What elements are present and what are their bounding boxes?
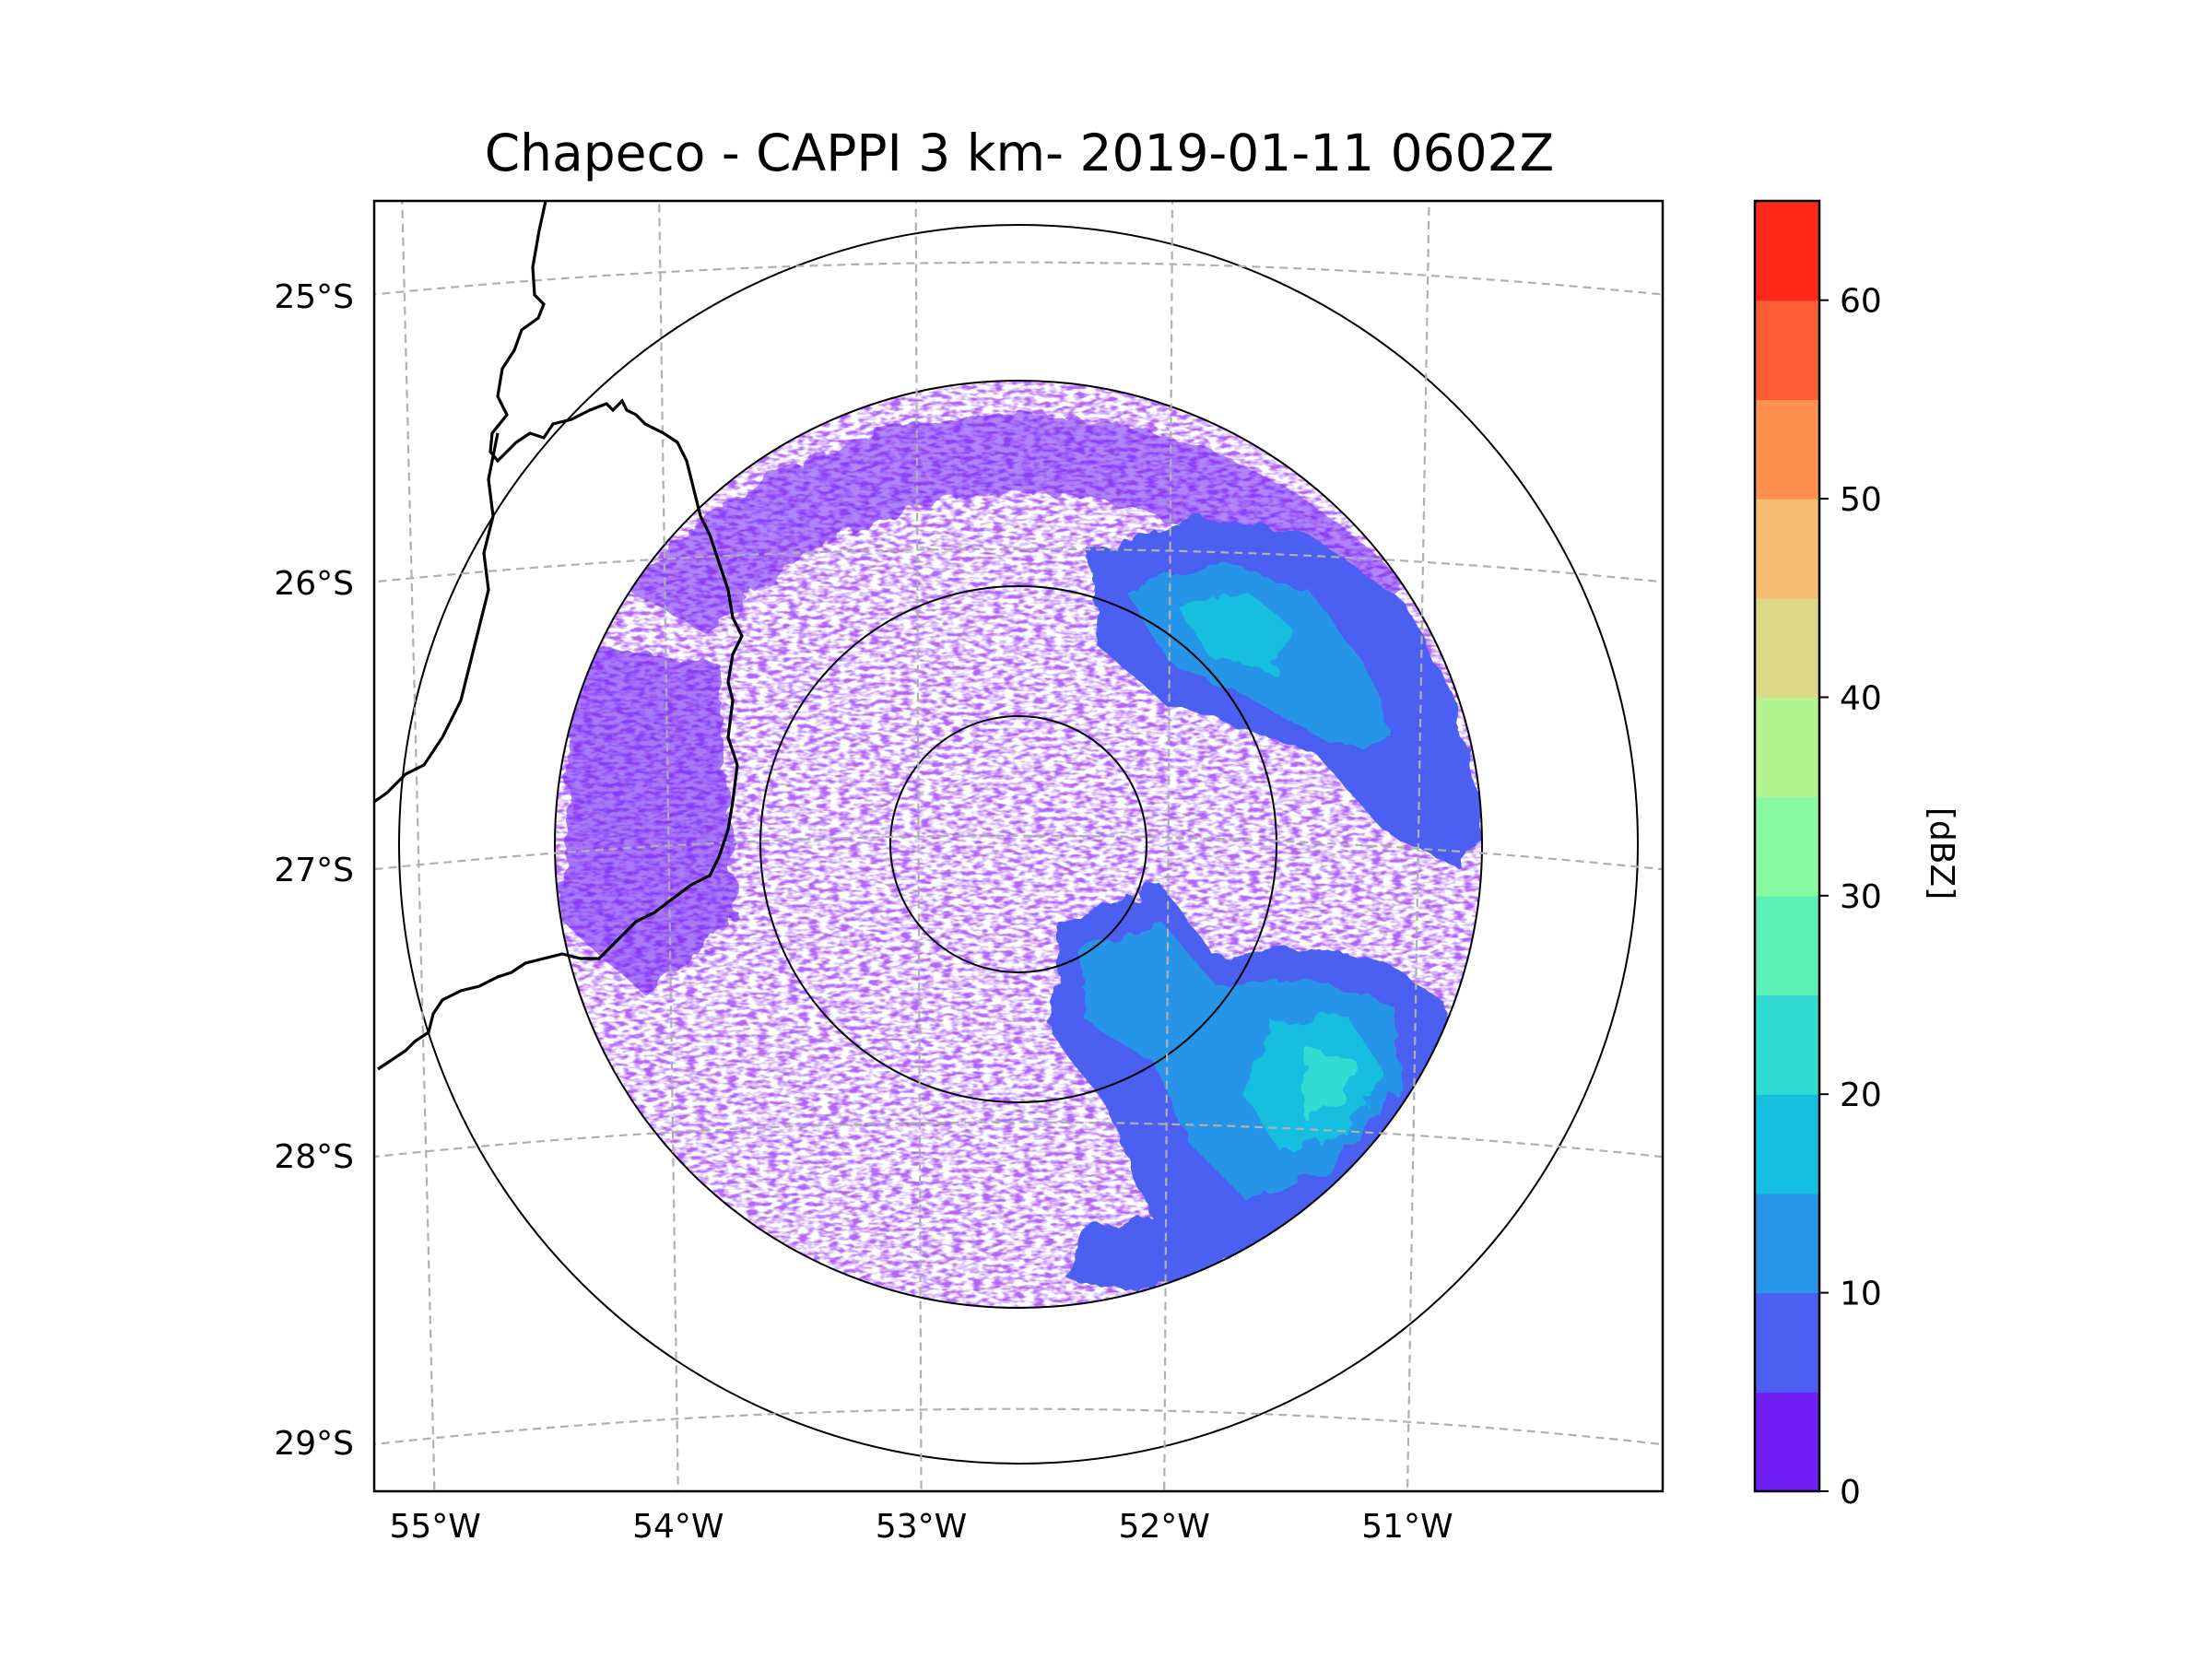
colorbar-tick-label: 0 xyxy=(1840,1474,1861,1512)
longitude-tick-label: 55°W xyxy=(389,1508,480,1546)
colorbar-segment xyxy=(1755,300,1819,400)
colorbar-segment xyxy=(1755,1193,1819,1294)
colorbar-segment xyxy=(1755,994,1819,1095)
north-echo-band xyxy=(627,414,1410,636)
parallel-line xyxy=(374,261,1663,296)
colorbar-segment xyxy=(1755,1392,1819,1492)
latitude-tick-labels: 25°S 26°S 27°S 28°S 29°S xyxy=(274,278,354,1463)
colorbar-tick-label: 30 xyxy=(1840,878,1882,916)
longitude-tick-label: 51°W xyxy=(1361,1508,1453,1546)
meridian-line xyxy=(914,201,923,1491)
longitude-tick-label: 54°W xyxy=(632,1508,724,1546)
colorbar-segment xyxy=(1755,399,1819,500)
chart-title: Chapeco - CAPPI 3 km- 2019-01-11 0602Z xyxy=(484,124,1555,182)
latitude-tick-label: 25°S xyxy=(274,278,354,316)
colorbar-tick-label: 10 xyxy=(1840,1276,1882,1313)
south-echo-band xyxy=(1069,1217,1217,1290)
map-area xyxy=(374,201,1663,1491)
colorbar-tick-label: 60 xyxy=(1840,283,1882,321)
colorbar-segment xyxy=(1755,1292,1819,1393)
colorbar-label: [dBZ] xyxy=(1923,807,1960,900)
range-ring xyxy=(398,224,1639,1465)
colorbar-segment xyxy=(1755,597,1819,699)
colorbar-tick-labels: 0 10 20 30 40 50 60 xyxy=(1819,283,1882,1512)
meridian-line xyxy=(1163,201,1174,1491)
range-ring xyxy=(759,585,1277,1103)
colorbar-segment xyxy=(1755,895,1819,996)
parallel-line xyxy=(374,834,1663,871)
meridian-line xyxy=(658,201,679,1491)
range-rings xyxy=(398,224,1639,1465)
longitude-tick-label: 52°W xyxy=(1118,1508,1209,1546)
latitude-tick-label: 28°S xyxy=(274,1138,354,1176)
country-border xyxy=(374,432,500,804)
parallel-line xyxy=(374,1121,1663,1159)
graticule xyxy=(374,201,1663,1491)
colorbar-segment xyxy=(1755,201,1819,301)
colorbar-segment xyxy=(1755,499,1819,599)
longitude-tick-labels: 55°W 54°W 53°W 52°W 51°W xyxy=(389,1508,1453,1546)
state-border xyxy=(377,201,744,1071)
colorbar-tick-label: 20 xyxy=(1840,1077,1882,1114)
meridian-line xyxy=(401,201,436,1491)
ne-storm-cell xyxy=(1088,516,1482,866)
colorbar-tick-label: 40 xyxy=(1840,680,1882,718)
latitude-tick-label: 27°S xyxy=(274,852,354,889)
longitude-tick-label: 53°W xyxy=(876,1508,967,1546)
colorbar-segment xyxy=(1755,697,1819,797)
range-ring xyxy=(889,715,1147,973)
latitude-tick-label: 29°S xyxy=(274,1425,354,1463)
map-frame xyxy=(372,199,1665,1493)
range-ring xyxy=(554,380,1483,1309)
west-echo-band xyxy=(562,645,737,995)
colorbar-tick-label: 50 xyxy=(1840,481,1882,519)
colorbar-segment xyxy=(1755,1094,1819,1194)
colorbar xyxy=(1753,199,1821,1493)
colorbar-frame xyxy=(1753,199,1821,1493)
meridian-line xyxy=(1406,201,1430,1491)
colorbar-segment xyxy=(1755,796,1819,897)
parallel-line xyxy=(374,1407,1663,1446)
latitude-tick-label: 26°S xyxy=(274,565,354,603)
